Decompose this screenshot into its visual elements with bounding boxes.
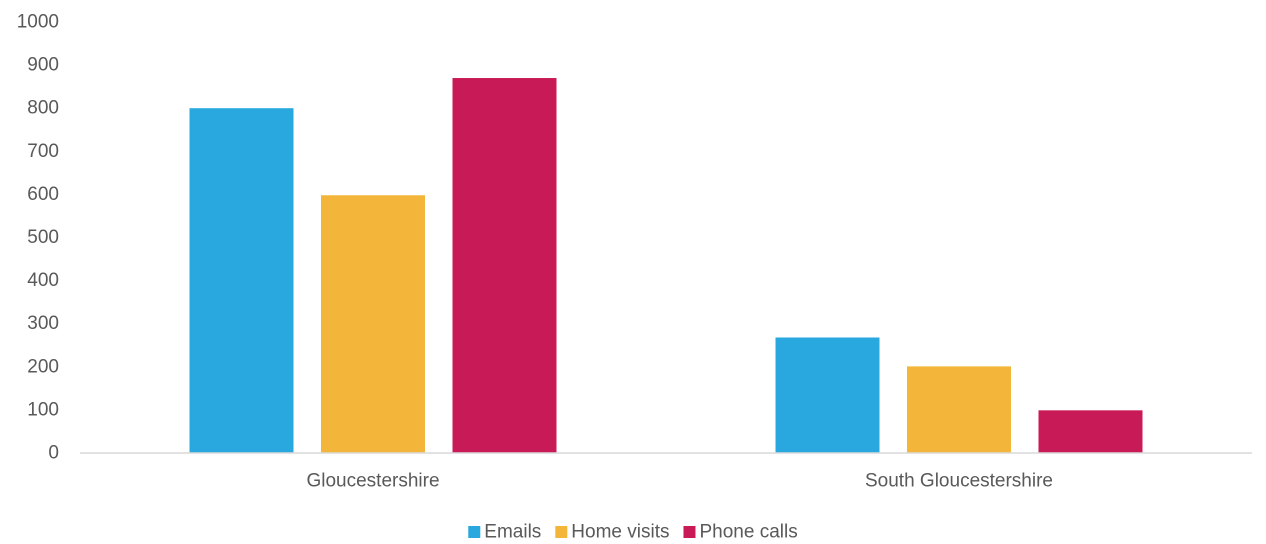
bar-home-visits [321, 195, 425, 453]
legend-item: Home visits [555, 522, 669, 543]
legend-label: Phone calls [699, 522, 797, 543]
x-tick-label: South Gloucestershire [865, 471, 1053, 492]
y-tick-label: 600 [27, 184, 59, 205]
y-tick-label: 100 [27, 399, 59, 420]
bar-emails [775, 337, 880, 453]
y-tick-label: 0 [48, 443, 59, 464]
bars [189, 78, 1143, 453]
bar-phone-calls [452, 78, 557, 453]
legend-item: Emails [468, 522, 541, 543]
y-tick-label: 200 [27, 356, 59, 377]
y-tick-label: 900 [27, 55, 59, 76]
y-tick-label: 800 [27, 98, 59, 119]
legend-label: Emails [484, 522, 541, 543]
y-tick-label: 1000 [17, 12, 59, 33]
legend-item: Phone calls [683, 522, 798, 543]
legend-swatch [468, 526, 481, 538]
bar-phone-calls [1038, 410, 1143, 453]
y-tick-label: 700 [27, 141, 59, 162]
y-axis: 0 100 200 300 400 500 600 700 800 900 1000 [17, 12, 59, 464]
x-tick-label: Gloucestershire [306, 471, 439, 492]
legend-label: Home visits [571, 522, 669, 543]
y-tick-label: 400 [27, 270, 59, 291]
y-tick-label: 300 [27, 313, 59, 334]
legend-swatch [555, 526, 568, 538]
legend-swatch [683, 526, 696, 538]
x-axis: Gloucestershire South Gloucestershire [306, 471, 1053, 492]
y-tick-label: 500 [27, 227, 59, 248]
legend: Emails Home visits Phone calls [468, 522, 798, 543]
bar-home-visits [907, 366, 1011, 453]
bar-emails [189, 108, 294, 453]
